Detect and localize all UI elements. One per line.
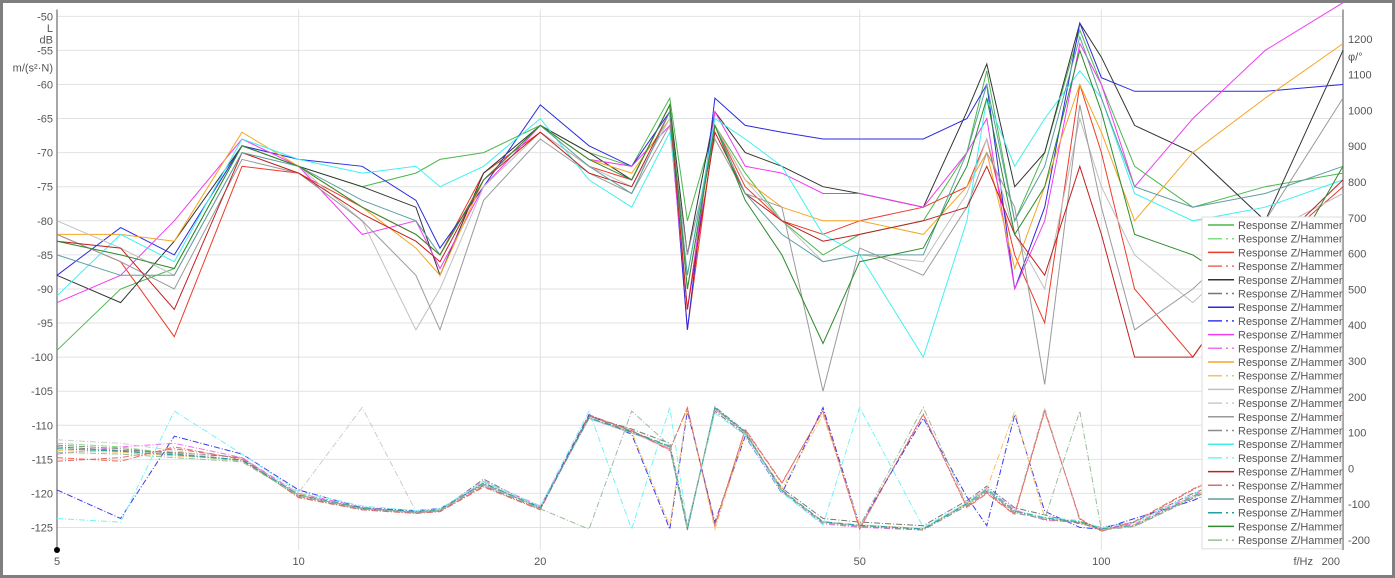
y-tick-right: -100 — [1348, 499, 1370, 511]
y-tick-left: -50 — [37, 11, 53, 23]
y-tick-right: 500 — [1348, 284, 1366, 296]
y-tick-right: -200 — [1348, 535, 1370, 547]
y-tick-right: 600 — [1348, 249, 1366, 261]
legend-entry: Response Z/Hammer — [1238, 234, 1343, 246]
y-tick-right: 400 — [1348, 320, 1366, 332]
legend-entry: Response Z/Hammer — [1238, 398, 1343, 410]
y-tick-left: -125 — [31, 523, 53, 535]
y-tick-left: -90 — [37, 284, 53, 296]
y-tick-left: -75 — [37, 182, 53, 194]
origin-marker — [54, 547, 60, 553]
y-tick-left: -120 — [31, 488, 53, 500]
series-line-21 — [56, 35, 1344, 276]
y-tick-right: 1200 — [1348, 34, 1372, 46]
y-tick-right: 1000 — [1348, 105, 1372, 117]
legend-entry: Response Z/Hammer — [1238, 480, 1343, 492]
y-tick-right: 200 — [1348, 392, 1366, 404]
legend-entry: Response Z/Hammer — [1238, 316, 1343, 328]
x-tick: 100 — [1092, 556, 1110, 568]
y-tick-left: -110 — [32, 420, 53, 432]
series-line-15 — [56, 97, 1344, 392]
series-line-9 — [56, 2, 1344, 310]
y-tick-right: 300 — [1348, 356, 1366, 368]
legend-entry: Response Z/Hammer — [1238, 357, 1343, 369]
y-axis-label-right: φ/° — [1348, 52, 1363, 64]
legend-entry: Response Z/Hammer — [1238, 302, 1343, 314]
series-line-3 — [56, 84, 1344, 358]
x-tick: 5 — [54, 556, 60, 568]
series-line-24 — [56, 406, 1344, 531]
series-line-5 — [56, 21, 1344, 304]
y-tick-left: -100 — [31, 352, 53, 364]
legend-entry: Response Z/Hammer — [1238, 384, 1343, 396]
legend-entry: Response Z/Hammer — [1238, 247, 1343, 259]
legend-entry: Response Z/Hammer — [1238, 439, 1343, 451]
legend-entry: Response Z/Hammer — [1238, 494, 1343, 506]
series-line-20 — [56, 406, 1344, 532]
x-tick: 50 — [854, 556, 866, 568]
x-tick: 20 — [534, 556, 546, 568]
legend-entry: Response Z/Hammer — [1238, 508, 1343, 520]
legend-entry: Response Z/Hammer — [1238, 289, 1343, 301]
y-tick-right: 100 — [1348, 428, 1366, 440]
series-line-22 — [56, 407, 1344, 530]
y-axis-label-left: dB — [40, 34, 53, 46]
y-tick-left: -60 — [37, 79, 53, 91]
y-tick-left: -95 — [37, 318, 53, 330]
y-tick-left: -55 — [37, 45, 53, 57]
legend-entry: Response Z/Hammer — [1238, 261, 1343, 273]
series-line-12 — [56, 407, 1344, 532]
y-tick-right: 700 — [1348, 213, 1366, 225]
series-line-11 — [57, 43, 1344, 290]
series-line-13 — [56, 116, 1344, 331]
y-tick-left: -80 — [37, 216, 53, 228]
x-tick: 200 — [1322, 556, 1340, 568]
legend-entry: Response Z/Hammer — [1238, 535, 1343, 547]
y-tick-left: -115 — [32, 454, 53, 466]
legend-entry: Response Z/Hammer — [1238, 371, 1343, 383]
x-tick: 10 — [293, 556, 305, 568]
series-line-6 — [56, 410, 1344, 528]
legend-entry: Response Z/Hammer — [1238, 467, 1343, 479]
y-tick-left: -85 — [37, 250, 53, 262]
legend-entry: Response Z/Hammer — [1238, 453, 1343, 465]
y-tick-left: -70 — [37, 148, 53, 160]
y-tick-right: 900 — [1348, 141, 1366, 153]
legend-entry: Response Z/Hammer — [1238, 343, 1343, 355]
series-line-7 — [56, 21, 1344, 330]
legend-entry: Response Z/Hammer — [1238, 220, 1343, 232]
x-axis-label: f/Hz — [1293, 556, 1313, 568]
y-tick-left: -65 — [37, 114, 53, 126]
y-tick-right: 1100 — [1348, 70, 1372, 82]
legend-entry: Response Z/Hammer — [1238, 426, 1343, 438]
legend-entry: Response Z/Hammer — [1238, 275, 1343, 287]
y-axis-label-left: m/(s²·N) — [13, 62, 53, 74]
legend-entry: Response Z/Hammer — [1238, 330, 1343, 342]
series-line-10 — [56, 408, 1344, 531]
y-tick-left: -105 — [31, 386, 53, 398]
y-tick-right: 800 — [1348, 177, 1366, 189]
y-axis-label-left: L — [47, 23, 53, 35]
y-tick-right: 0 — [1348, 463, 1354, 475]
series-line-23 — [56, 48, 1344, 345]
legend-entry: Response Z/Hammer — [1238, 521, 1343, 533]
legend-box — [1201, 216, 1343, 550]
legend-entry: Response Z/Hammer — [1238, 412, 1343, 424]
series-line-17 — [56, 69, 1344, 359]
